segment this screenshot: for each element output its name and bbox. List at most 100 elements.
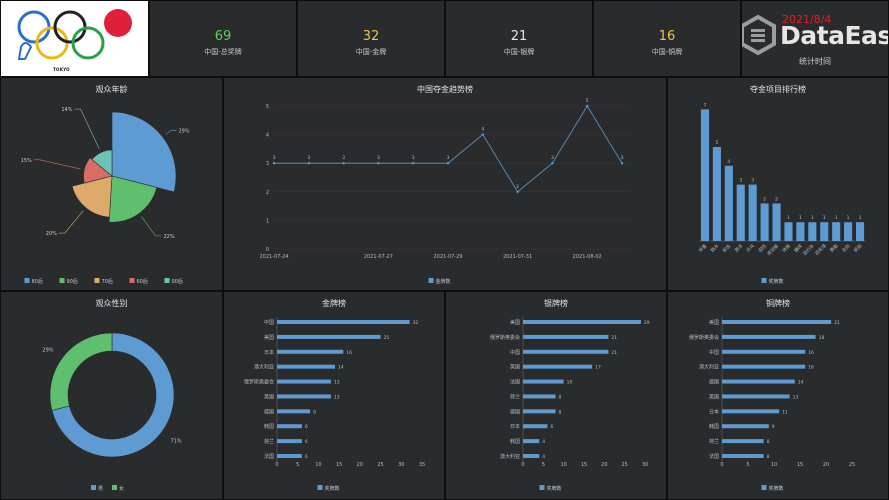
bar [722,439,764,444]
y-tick-label: 法国 [264,453,274,460]
data-label: 6 [305,454,308,460]
legend-label: 男 [98,486,103,492]
label-leader [33,159,81,170]
chart-title: 银牌榜 [544,299,568,308]
legend-swatch [761,278,767,283]
data-label: 3 [739,178,742,184]
legend-swatch [164,278,170,283]
y-tick-label: 英国 [510,364,520,371]
data-point [481,133,484,136]
bar [277,349,344,354]
data-point [586,104,589,108]
x-tick-label: 2021-08-02 [573,254,602,260]
bar [712,147,721,241]
data-label: 8 [313,409,316,415]
legend-swatch [539,485,545,490]
x-tick-label: 0 [275,462,278,468]
legend-swatch [24,278,30,283]
kpi-value: 69 [214,29,232,44]
data-label: 8 [767,454,770,460]
olympic-emblem-panel: TOKYO [0,0,149,77]
x-tick-label: 20 [823,462,829,468]
kpi-value: 16 [658,29,676,44]
bar [722,379,795,384]
legend-label: 奖牌数 [325,485,340,492]
kpi-card-bronze: 16 中国-铜牌 [593,0,741,77]
data-label: 2 [775,196,778,202]
legend-label: 60后 [137,278,148,285]
legend-swatch [761,485,767,490]
data-label: 13 [334,394,340,400]
data-label: 7 [704,102,707,108]
y-tick-label: 中国 [264,319,274,326]
chart-title: 观众年龄 [95,85,128,94]
data-point [516,190,519,193]
x-tick-label: 5 [542,462,545,468]
x-tick-label: 乒乓 [745,242,757,254]
data-label: 2 [763,196,766,202]
kpi-value: 32 [362,29,380,44]
bar [277,454,302,458]
y-tick-label: 法国 [709,453,719,460]
x-tick-label: 25 [621,462,627,468]
x-tick-label: 15 [581,462,587,468]
y-tick-label: 英国 [709,393,719,400]
x-tick-label: 2021-07-29 [433,254,462,260]
x-tick-label: 皮划艇 [765,242,780,257]
data-label: 25 [384,335,390,341]
x-tick-label: 10 [315,462,321,468]
bar [784,222,793,241]
data-label: 21 [611,335,617,341]
x-tick-label: 2021-07-27 [364,254,393,260]
x-tick-label: 10 [771,462,777,468]
data-label: 18 [819,335,825,341]
bar [523,379,564,384]
y-tick-label: 1 [266,218,269,224]
data-point [620,162,624,165]
x-tick-label: 自行车 [801,242,816,257]
data-label: 3 [273,155,276,161]
legend-label: 金牌数 [436,278,451,285]
y-tick-label: 澳大利亚 [699,364,719,371]
y-tick-label: 日本 [510,423,520,430]
legend-swatch [317,485,323,490]
y-tick-label: 4 [266,133,269,139]
slice-label: 71% [170,438,181,444]
bar [277,394,331,399]
bar [277,439,302,444]
data-label: 14 [338,365,344,371]
y-tick-label: 荷兰 [709,438,719,445]
data-point [342,162,345,165]
data-label: 5 [715,140,718,146]
data-label: 13 [334,380,340,386]
y-tick-label: 韩国 [709,423,719,430]
data-label: 16 [808,365,814,371]
gold-trend-chart: 0 1 2 3 4 5 2021-07-24 2021-07-27 2021-07-29 2021… [259,98,630,285]
slice-label: 20% [46,231,57,237]
kpi-label: 中国-总奖牌 [204,48,242,56]
bar [277,320,410,324]
x-tick-label: 游泳 [733,242,745,254]
bronze-rank-panel: 铜牌榜 美国 21 俄罗斯奥委会 18 中国 16 澳大利亚 16 德国 14 英国 13 日本 11 韩国… [667,291,889,500]
bar [772,203,781,241]
olympic-emblem-icon [17,9,132,60]
y-tick-label: 澳大利亚 [500,453,520,460]
y-tick-label: 中国 [510,349,520,356]
x-tick-label: 2021-07-31 [503,254,532,260]
bar [523,334,609,339]
data-label: 6 [550,424,553,430]
bar [722,349,806,354]
data-label: 17 [595,365,601,371]
silver-rank-panel: 银牌榜 美国 29 俄罗斯奥委会 21 中国 21 英国 17 法国 10 荷兰 8 德国 8 日本 6 韩国 4… [445,291,667,500]
legend-swatch [129,278,135,283]
audience-gender-chart: 71% 29% 男 女 [42,332,182,492]
slice-label: 29% [42,348,53,354]
legend-swatch [112,485,117,490]
x-tick-label: 10 [560,462,566,468]
data-label: 5 [586,98,589,104]
slice-label: 29% [178,129,189,135]
data-label: 29 [644,320,650,326]
bar [277,379,331,384]
bronze-rank-chart: 美国 21 俄罗斯奥委会 18 中国 16 澳大利亚 16 德国 14 英国 13 日本 11 韩国 9 荷兰 8… [689,317,855,492]
x-tick-label: 35 [419,462,425,468]
